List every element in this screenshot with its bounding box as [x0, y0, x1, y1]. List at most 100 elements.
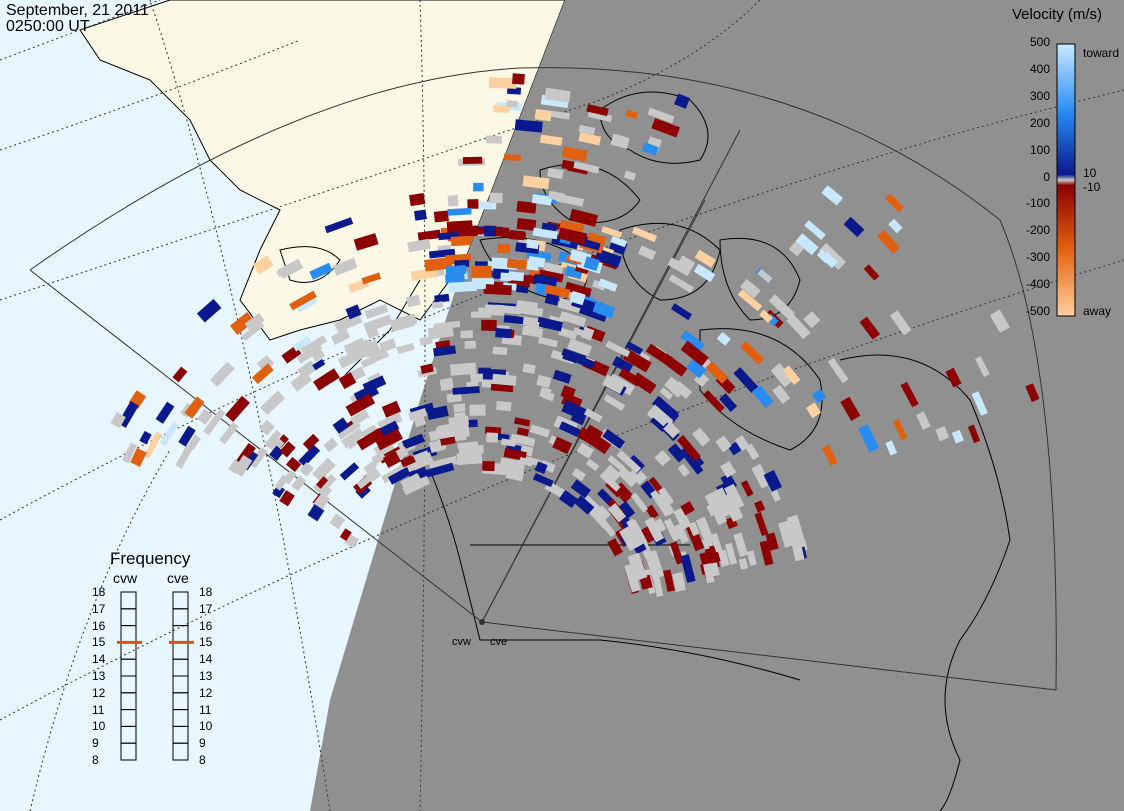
velocity-cell [595, 505, 611, 521]
velocity-cell [680, 330, 705, 352]
velocity-cell [572, 327, 591, 339]
velocity-cell [534, 461, 548, 475]
frequency-bar-cell [120, 658, 137, 677]
frequency-bar-cell [172, 625, 189, 643]
velocity-cell [506, 258, 528, 270]
velocity-cell [529, 424, 551, 438]
velocity-cell [885, 193, 904, 213]
velocity-cell [709, 532, 723, 553]
velocity-cell [782, 365, 801, 385]
velocity-cell [607, 502, 627, 523]
velocity-cell [516, 427, 530, 437]
velocity-cell [244, 312, 265, 332]
velocity-cell [279, 441, 296, 458]
velocity-cell [555, 193, 585, 207]
velocity-cell [532, 473, 554, 488]
velocity-cell [645, 343, 670, 364]
velocity-tick-label: -100 [1025, 196, 1050, 211]
velocity-cell [462, 156, 483, 165]
frequency-bar-cell [172, 675, 189, 694]
velocity-cell [638, 245, 657, 261]
velocity-cell [310, 348, 326, 362]
velocity-cell [458, 444, 484, 455]
velocity-cell [110, 412, 126, 429]
velocity-cell [489, 192, 503, 204]
velocity-cell [269, 445, 285, 461]
toward-label: toward [1083, 46, 1120, 60]
velocity-cell [542, 391, 555, 402]
coastlines [279, 91, 1011, 811]
velocity-cell [751, 384, 774, 409]
velocity-cell [601, 226, 623, 239]
velocity-cell [324, 217, 354, 234]
velocity-cell [663, 518, 681, 542]
velocity-cell [440, 436, 456, 446]
frequency-bar-cell [120, 725, 137, 744]
velocity-cell [811, 388, 827, 404]
velocity-cell [187, 434, 201, 451]
frequency-bars [117, 591, 194, 761]
velocity-cell [291, 475, 307, 492]
velocity-cell [277, 258, 304, 279]
velocity-cell [356, 469, 379, 490]
velocity-cell [341, 427, 365, 449]
velocity-cell [673, 507, 692, 531]
velocity-cell [496, 243, 511, 254]
velocity-cell [843, 216, 865, 238]
velocity-cell [172, 366, 188, 383]
velocity-cell [510, 433, 536, 447]
velocity-cell [323, 437, 339, 453]
frequency-scale-label: 8 [199, 753, 206, 767]
velocity-cell [652, 397, 680, 423]
frequency-title: Frequency [110, 549, 191, 568]
velocity-cell [827, 357, 849, 384]
velocity-cell [561, 400, 589, 422]
velocity-cell [361, 272, 382, 285]
velocity-cell [345, 393, 376, 417]
velocity-cell [574, 495, 595, 515]
velocity-cell [759, 540, 774, 566]
velocity-cell [405, 452, 434, 473]
velocity-cell [674, 523, 690, 544]
velocity-cell [473, 182, 484, 192]
velocity-cell [889, 310, 912, 336]
velocity-cell [521, 325, 544, 338]
velocity-cell [625, 341, 644, 355]
velocity-cell [374, 428, 403, 451]
velocity-cell [495, 328, 512, 339]
velocity-cell [282, 469, 297, 485]
velocity-tick-label: -500 [1025, 304, 1050, 318]
velocity-cell [267, 436, 285, 454]
velocity-cell [951, 429, 964, 444]
velocity-cell [446, 392, 463, 403]
velocity-cell [558, 490, 579, 509]
velocity-cell [534, 108, 552, 122]
velocity-cell [821, 185, 844, 206]
velocity-cell [622, 348, 652, 373]
frequency-scale-label: 15 [92, 635, 106, 650]
velocity-cell [279, 490, 295, 507]
velocity-cell [694, 249, 716, 268]
velocity-cell [299, 462, 314, 477]
velocity-cell [159, 421, 179, 447]
velocity-tick-label: -300 [1025, 250, 1050, 265]
velocity-cell [292, 335, 312, 352]
velocity-cell [585, 424, 604, 440]
velocity-cell [482, 460, 495, 472]
velocity-cell [971, 391, 988, 416]
velocity-cell [260, 390, 286, 416]
velocity-cell [503, 153, 522, 162]
velocity-cell [989, 309, 1010, 333]
velocity-cell [816, 249, 831, 264]
velocity-cell [759, 309, 773, 324]
radar-site-marker [479, 619, 485, 625]
velocity-cell [587, 110, 613, 123]
velocity-cell [564, 281, 592, 298]
velocity-cell [316, 476, 329, 489]
frequency-scale-label: 16 [199, 618, 213, 633]
velocity-cell [381, 400, 402, 418]
velocity-cell [822, 444, 838, 466]
velocity-cell [503, 315, 524, 325]
velocity-cell [629, 466, 648, 485]
velocity-cell [557, 227, 588, 245]
